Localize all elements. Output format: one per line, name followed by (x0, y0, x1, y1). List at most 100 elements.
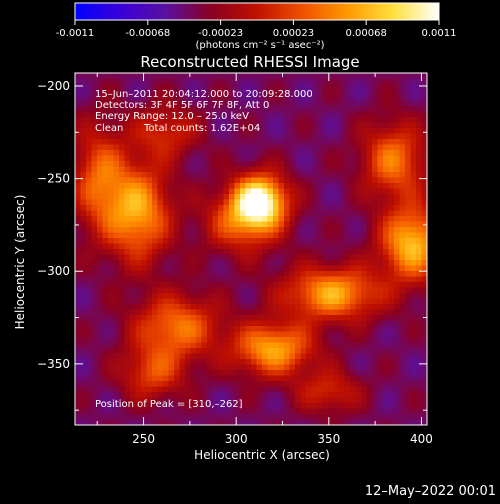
heatmap-cell (300, 293, 307, 299)
heatmap-cell (163, 293, 169, 299)
heatmap-cell (300, 238, 307, 244)
heatmap-cell (124, 232, 131, 239)
heatmap-cell (372, 249, 378, 255)
heatmap-cell (311, 128, 318, 134)
heatmap-cell (124, 375, 131, 382)
heatmap-cell (333, 408, 340, 415)
heatmap-cell (251, 254, 257, 261)
heatmap-cell (174, 364, 180, 371)
heatmap-cell (350, 199, 356, 206)
heatmap-cell (108, 89, 114, 96)
heatmap-cell (278, 194, 285, 200)
heatmap-cell (322, 122, 329, 129)
heatmap-cell (245, 326, 252, 332)
heatmap-cell (289, 84, 296, 90)
heatmap-cell (366, 381, 373, 387)
heatmap-cell (339, 172, 345, 178)
heatmap-cell (317, 408, 323, 415)
heatmap-cell (91, 364, 98, 371)
heatmap-cell (185, 265, 191, 272)
heatmap-cell (416, 364, 422, 371)
heatmap-cell (168, 353, 175, 360)
heatmap-cell (361, 265, 367, 272)
heatmap-cell (388, 419, 395, 426)
heatmap-cell (190, 397, 197, 404)
heatmap-cell (234, 370, 241, 376)
heatmap-cell (152, 227, 158, 233)
heatmap-cell (152, 392, 158, 398)
heatmap-cell (383, 117, 389, 123)
heatmap-cell (174, 304, 180, 310)
heatmap-cell (361, 254, 367, 261)
heatmap-cell (218, 331, 224, 338)
heatmap-cell (240, 287, 246, 294)
heatmap-cell (157, 287, 164, 294)
plot-frame (74, 72, 428, 426)
heatmap-cell (267, 320, 274, 327)
heatmap-cell (311, 408, 318, 415)
heatmap-cell (262, 150, 268, 156)
heatmap-cell (97, 144, 103, 151)
heatmap-cell (278, 287, 285, 294)
heatmap-cell (251, 227, 257, 233)
heatmap-cell (328, 205, 334, 211)
heatmap-cell (366, 205, 373, 211)
heatmap-cell (75, 408, 81, 415)
heatmap-cell (91, 166, 98, 173)
heatmap-cell (322, 106, 329, 112)
heatmap-cell (185, 414, 191, 420)
heatmap-cell (377, 210, 384, 217)
heatmap-cell (190, 111, 197, 118)
heatmap-cell (267, 331, 274, 338)
heatmap-cell (399, 348, 406, 354)
heatmap-cell (295, 111, 301, 118)
colorbar-tick-label: 0.00023 (273, 28, 314, 39)
heatmap-cell (372, 397, 378, 404)
heatmap-cell (394, 403, 400, 409)
heatmap-cell (388, 78, 395, 85)
heatmap-cell (333, 122, 340, 129)
heatmap-cell (75, 111, 81, 118)
heatmap-cell (157, 254, 164, 261)
heatmap-cell (179, 205, 186, 211)
heatmap-cell (168, 304, 175, 310)
heatmap-cell (141, 414, 147, 420)
heatmap-cell (223, 375, 230, 382)
heatmap-cell (366, 177, 373, 184)
heatmap-cell (212, 73, 219, 79)
heatmap-cell (80, 232, 87, 239)
heatmap-cell (311, 326, 318, 332)
heatmap-cell (201, 227, 208, 233)
heatmap-cell (267, 265, 274, 272)
heatmap-cell (322, 370, 329, 376)
heatmap-cell (163, 232, 169, 239)
heatmap-cell (130, 95, 136, 101)
heatmap-cell (410, 320, 417, 327)
heatmap-cell (322, 392, 329, 398)
heatmap-cell (394, 232, 400, 239)
heatmap-cell (124, 238, 131, 244)
heatmap-cell (245, 100, 252, 107)
heatmap-cell (157, 210, 164, 217)
heatmap-cell (135, 254, 142, 261)
heatmap-cell (113, 133, 120, 140)
heatmap-cell (339, 287, 345, 294)
heatmap-cell (366, 304, 373, 310)
heatmap-cell (163, 364, 169, 371)
heatmap-cell (97, 100, 103, 107)
heatmap-cell (75, 348, 81, 354)
heatmap-cell (322, 342, 329, 349)
heatmap-cell (355, 216, 362, 222)
heatmap-cell (251, 337, 257, 343)
heatmap-cell (212, 397, 219, 404)
heatmap-cell (119, 172, 125, 178)
heatmap-cell (284, 359, 290, 365)
heatmap-cell (91, 353, 98, 360)
heatmap-cell (86, 84, 92, 90)
heatmap-cell (284, 106, 290, 112)
heatmap-cell (124, 84, 131, 90)
heatmap-cell (267, 199, 274, 206)
heatmap-cell (245, 287, 252, 294)
heatmap-cell (416, 205, 422, 211)
heatmap-cell (152, 265, 158, 272)
